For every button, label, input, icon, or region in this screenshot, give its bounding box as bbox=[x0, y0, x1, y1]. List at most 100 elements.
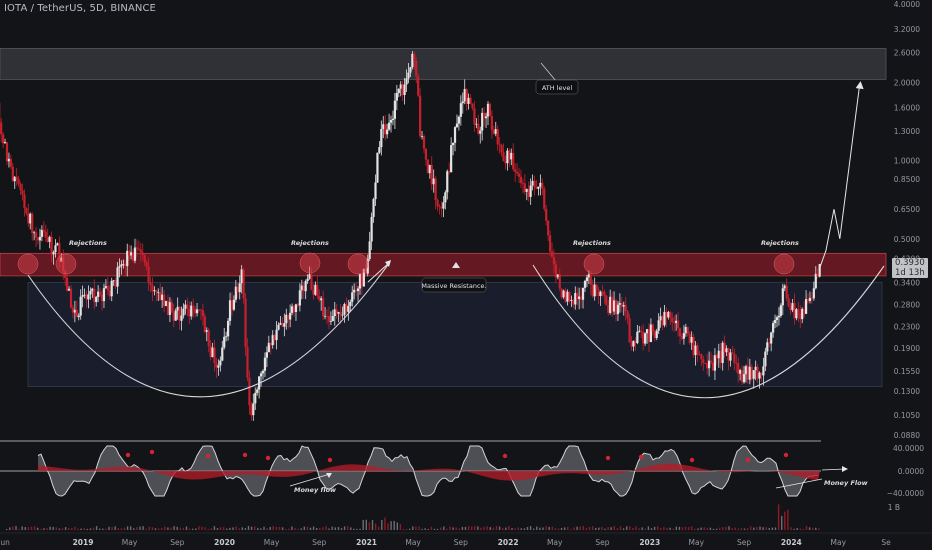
candle-body bbox=[221, 347, 224, 361]
candle-body bbox=[673, 322, 676, 324]
candle-body bbox=[515, 171, 519, 174]
candle-body bbox=[463, 89, 466, 102]
candle-body bbox=[347, 305, 350, 312]
candle-body bbox=[155, 290, 158, 293]
candle-body bbox=[322, 298, 325, 317]
candle-body bbox=[48, 236, 51, 242]
candle-body bbox=[434, 178, 437, 201]
volume-bar bbox=[64, 527, 67, 530]
candle-body bbox=[275, 329, 278, 341]
candle-body bbox=[752, 370, 755, 379]
volume-bar bbox=[58, 528, 61, 530]
volume-bar bbox=[269, 526, 271, 530]
volume-bar bbox=[86, 528, 88, 530]
candle-body bbox=[816, 273, 819, 277]
candle-body bbox=[110, 280, 113, 297]
candle-body bbox=[676, 320, 680, 329]
volume-bar bbox=[635, 526, 637, 530]
volume-bar bbox=[356, 528, 358, 530]
osc-tick-label: 0.0000 bbox=[898, 467, 924, 476]
candle-body bbox=[21, 190, 24, 195]
candle-body bbox=[263, 357, 267, 371]
candle-body bbox=[283, 323, 286, 327]
candle-body bbox=[709, 360, 713, 363]
candle-body bbox=[578, 296, 581, 300]
candle-body bbox=[395, 93, 398, 101]
price-tick-label: 4.0000 bbox=[894, 0, 920, 9]
candle-body bbox=[486, 103, 490, 117]
candle-body bbox=[225, 336, 228, 338]
volume-bar bbox=[464, 526, 467, 530]
candle-body bbox=[636, 331, 639, 344]
candle-body bbox=[349, 301, 352, 306]
price-tick-label: 0.3400 bbox=[894, 278, 920, 287]
candle-body bbox=[708, 360, 711, 369]
candle-body bbox=[574, 293, 577, 305]
volume-bar bbox=[455, 527, 457, 530]
candle-body bbox=[104, 286, 108, 289]
candle-body bbox=[502, 152, 505, 162]
volume-bar bbox=[331, 526, 333, 530]
candle-body bbox=[477, 123, 480, 134]
candle-body bbox=[467, 97, 470, 104]
candle-body bbox=[19, 183, 22, 191]
volume-bar bbox=[604, 528, 606, 530]
volume-bar bbox=[644, 528, 646, 530]
candle-body bbox=[170, 302, 173, 313]
candle-body bbox=[236, 286, 239, 293]
rejection-label: Rejections bbox=[291, 239, 329, 247]
candle-body bbox=[15, 176, 18, 180]
volume-bar bbox=[567, 526, 569, 530]
osc-signal-dot bbox=[327, 457, 333, 463]
volume-bar bbox=[136, 527, 138, 530]
candle-body bbox=[281, 322, 284, 327]
candle-body bbox=[698, 354, 701, 355]
price-axis: 4.0000 3.2000 2.6000 2.0000 1.6000 1.3000 1.00… bbox=[894, 0, 920, 440]
candle-body bbox=[704, 363, 707, 364]
volume-bar bbox=[449, 526, 451, 530]
volume-bar bbox=[641, 527, 643, 530]
candle-body bbox=[484, 116, 488, 119]
candle-body bbox=[740, 370, 744, 383]
candle-body bbox=[436, 200, 439, 207]
volume-bar bbox=[784, 511, 786, 530]
candle-body bbox=[269, 342, 272, 346]
volume-bar bbox=[805, 526, 808, 530]
candle-body bbox=[562, 290, 565, 298]
candle-body bbox=[391, 118, 395, 121]
candle-body bbox=[265, 352, 268, 358]
candle-body bbox=[665, 311, 668, 318]
volume-bar bbox=[492, 527, 495, 530]
volume-bar bbox=[21, 526, 23, 530]
volume-bar bbox=[241, 527, 243, 530]
candle-body bbox=[337, 311, 340, 314]
candle-body bbox=[731, 352, 734, 354]
volume-bar bbox=[750, 526, 752, 530]
candle-body bbox=[645, 329, 649, 334]
volume-bar bbox=[74, 526, 76, 530]
candle-body bbox=[323, 315, 327, 317]
price-tick-label: 0.5000 bbox=[894, 235, 920, 244]
candle-body bbox=[781, 288, 784, 306]
volume-bar bbox=[474, 526, 476, 530]
volume-bar bbox=[477, 526, 479, 530]
candle-body bbox=[667, 311, 670, 318]
candle-body bbox=[618, 302, 621, 305]
volume-bar bbox=[254, 526, 256, 530]
volume-bar bbox=[412, 526, 414, 530]
rejection-label: Rejections bbox=[573, 239, 611, 247]
volume-tick-label: 1 B bbox=[888, 503, 900, 512]
volume-bar bbox=[715, 528, 718, 530]
candle-body bbox=[215, 363, 218, 368]
candle-body bbox=[793, 303, 796, 319]
candle-body bbox=[545, 208, 548, 221]
candle-body bbox=[7, 158, 11, 162]
volume-bar bbox=[545, 526, 547, 530]
candle-body bbox=[254, 392, 257, 404]
osc-tick-label: −40.0000 bbox=[887, 489, 925, 498]
volume-bar bbox=[483, 526, 485, 530]
volume-bar bbox=[337, 527, 340, 530]
volume-bar bbox=[514, 528, 516, 530]
candle-body bbox=[523, 183, 526, 192]
